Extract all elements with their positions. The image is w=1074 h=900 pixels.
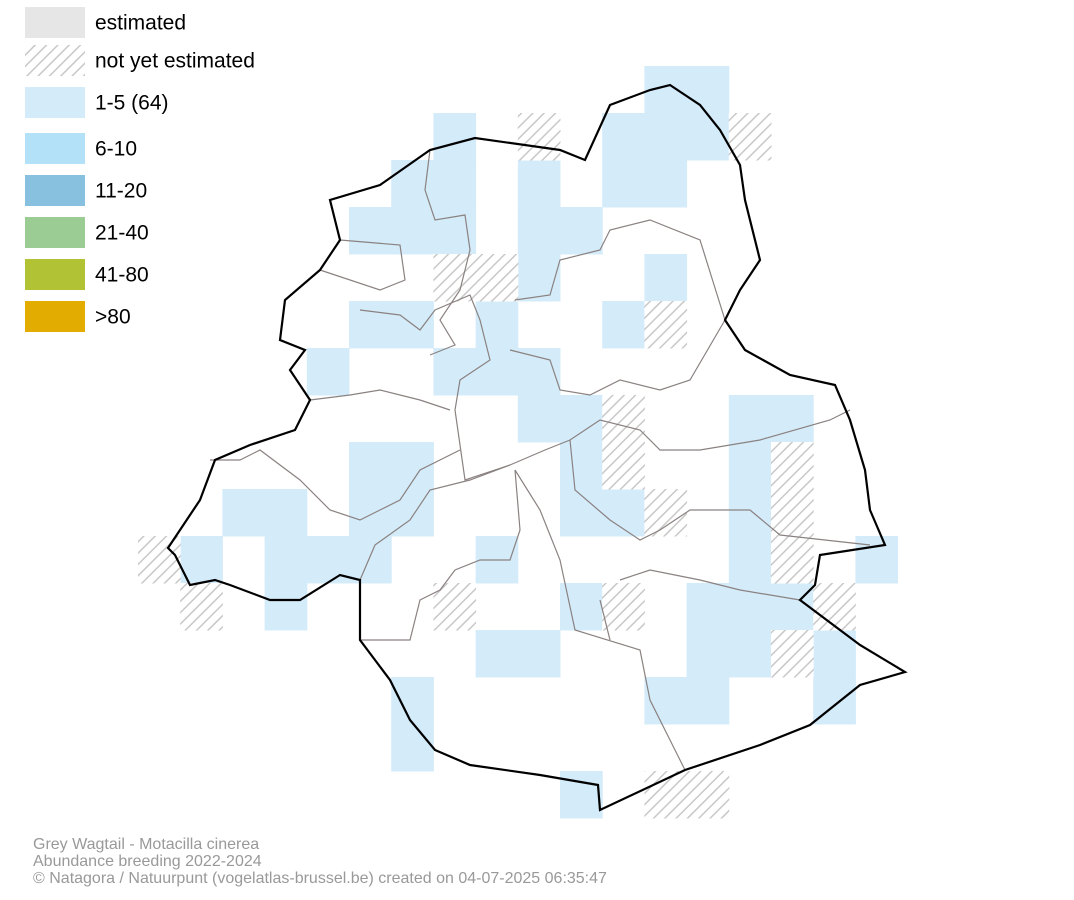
grid-cell [475, 301, 519, 349]
grid-cell [728, 489, 772, 537]
grid-cell [264, 489, 308, 537]
grid-cell [349, 207, 392, 255]
grid-cell [517, 254, 561, 302]
grid-cell [306, 348, 350, 396]
grid-cell [433, 160, 477, 208]
grid-cell-hatched [433, 583, 477, 631]
grid-cell [644, 113, 688, 161]
grid-cell-hatched [686, 771, 730, 819]
grid-cell [433, 113, 477, 161]
grid-cell-hatched [180, 583, 223, 631]
grid-cell [180, 536, 223, 584]
grid-cell [264, 536, 308, 584]
legend-swatch [25, 217, 85, 248]
grid-cell-hatched [728, 113, 772, 161]
grid-cell [560, 489, 603, 537]
grid-cell [517, 395, 561, 443]
grid-cell-hatched [771, 630, 814, 678]
footer-line: Grey Wagtail - Motacilla cinerea [33, 836, 259, 853]
footer: Grey Wagtail - Motacilla cinereaAbundanc… [33, 836, 607, 887]
legend-swatch [25, 133, 85, 164]
grid-cell [686, 583, 730, 631]
grid-cell-hatched [602, 442, 645, 490]
grid-cell [686, 66, 730, 114]
grid-cell [391, 207, 434, 255]
legend: estimated not yet estimated 1-5 (64) 6-10 11… [25, 7, 255, 332]
grid-cell [391, 160, 434, 208]
legend-label: 41-80 [95, 264, 149, 287]
legend-label: estimated [95, 12, 186, 35]
grid-cell [644, 677, 688, 725]
legend-swatch [25, 7, 85, 38]
grid-cell [391, 724, 434, 772]
grid-cell [433, 348, 477, 396]
grid-cell [560, 442, 603, 490]
grid-cell [517, 207, 561, 255]
grid-cells [138, 66, 899, 819]
legend-swatch [25, 87, 85, 118]
grid-cell-hatched [602, 583, 645, 631]
legend-swatch [25, 175, 85, 206]
grid-cell [517, 630, 561, 678]
grid-cell [602, 160, 645, 208]
grid-cell-hatched [771, 536, 814, 584]
legend-swatch [25, 301, 85, 332]
grid-cell [222, 489, 266, 537]
legend-label: 1-5 (64) [95, 92, 169, 115]
grid-cell-hatched [517, 113, 561, 161]
grid-cell [560, 395, 603, 443]
legend-swatch [25, 45, 85, 76]
grid-cell-hatched [138, 536, 181, 584]
legend-swatch [25, 259, 85, 290]
grid-cell [728, 583, 772, 631]
grid-cell [728, 442, 772, 490]
legend-label: not yet estimated [95, 50, 255, 73]
grid-cell [475, 348, 519, 396]
grid-cell-hatched [813, 583, 856, 631]
legend-label: 11-20 [95, 180, 147, 203]
grid-cell [560, 207, 603, 255]
grid-cell [602, 113, 645, 161]
grid-cell [349, 442, 392, 490]
grid-cell [644, 160, 688, 208]
grid-cell [391, 677, 434, 725]
grid-cell-hatched [644, 301, 688, 349]
grid-cell-hatched [771, 489, 814, 537]
grid-cell [264, 583, 308, 631]
grid-cell [349, 536, 392, 584]
grid-cell [855, 536, 899, 584]
grid-cell [728, 630, 772, 678]
grid-cell-hatched [475, 254, 519, 302]
grid-cell [644, 254, 688, 302]
legend-label: 6-10 [95, 138, 137, 161]
grid-cell [517, 160, 561, 208]
grid-cell [728, 395, 772, 443]
grid-cell-hatched [644, 489, 688, 537]
legend-label: >80 [95, 306, 131, 329]
grid-cell-hatched [433, 254, 477, 302]
grid-cell [349, 489, 392, 537]
grid-cell [349, 301, 392, 349]
grid-cell [686, 677, 730, 725]
grid-cell-hatched [602, 395, 645, 443]
municipality-borders [166, 83, 908, 812]
grid-cell [686, 113, 730, 161]
grid-cell [602, 301, 645, 349]
footer-line: © Natagora / Natuurpunt (vogelatlas-brus… [33, 870, 607, 887]
grid-cell [771, 583, 814, 631]
legend-label: 21-40 [95, 222, 149, 245]
grid-cell-hatched [771, 442, 814, 490]
grid-cell [728, 536, 772, 584]
grid-cell [686, 630, 730, 678]
footer-line: Abundance breeding 2022-2024 [33, 853, 262, 870]
grid-cell [475, 630, 519, 678]
grid-cell [560, 771, 603, 819]
